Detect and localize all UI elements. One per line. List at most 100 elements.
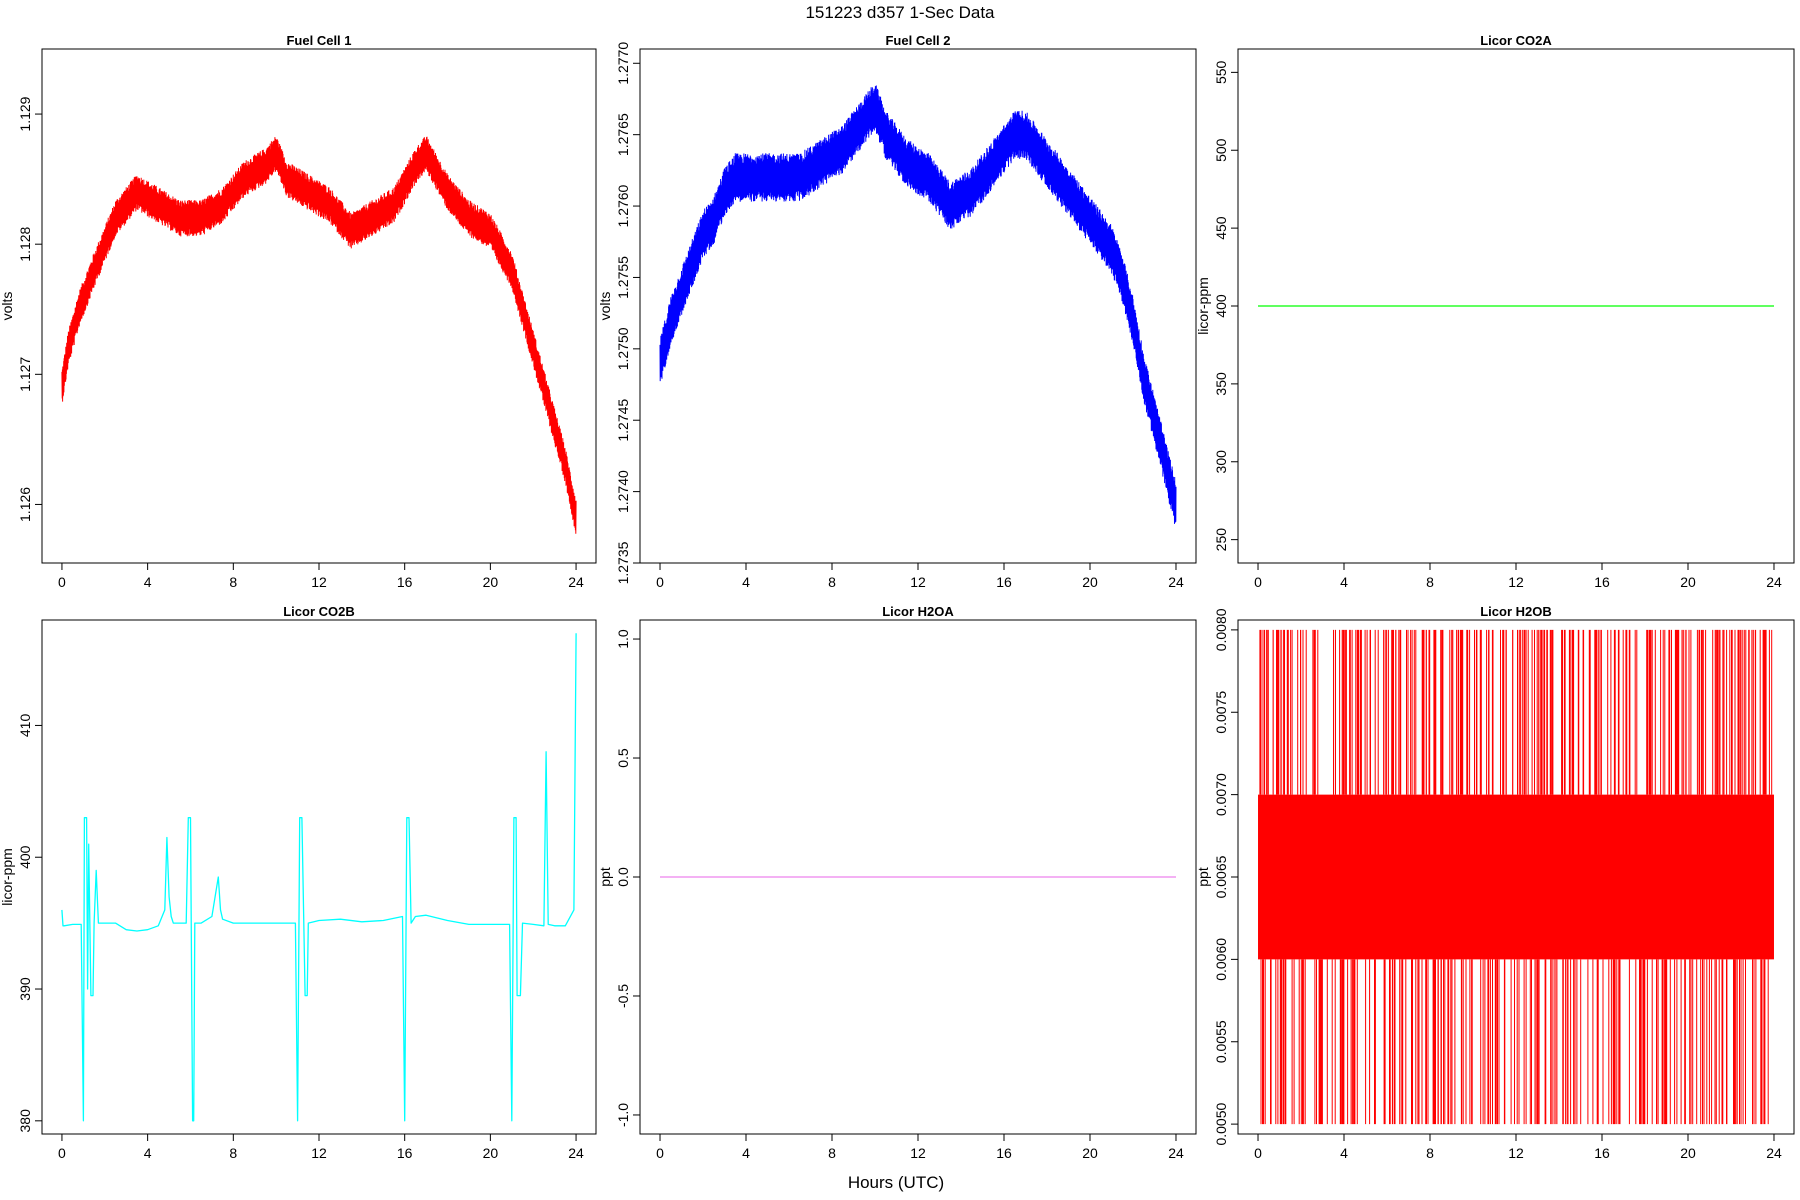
licor-co2b-ytick-label: 400 <box>17 845 33 869</box>
licor-h2oa-panel: Licor H2OA ppt 0 4 8 12 16 20 24 -1.0 -0.5 0.0 0.5 1.… <box>597 604 1197 1161</box>
licor-co2b-xtick-label: 24 <box>568 1145 584 1161</box>
fuel-cell-1-xtick-label: 8 <box>229 574 237 590</box>
licor-co2b-xtick-label: 20 <box>483 1145 499 1161</box>
fuel-cell-2-xtick-label: 4 <box>742 574 750 590</box>
licor-co2b-ylabel: licor-ppm <box>0 848 15 906</box>
licor-h2ob-xtick-label: 8 <box>1426 1145 1434 1161</box>
fuel-cell-2-ytick-label: 1.2755 <box>615 256 631 299</box>
licor-co2b-xtick-label: 12 <box>311 1145 327 1161</box>
fuel-cell-1-panel: Fuel Cell 1 volts 0 4 8 12 16 20 24 1.126 1.127 1.1… <box>0 33 597 590</box>
licor-h2ob-xtick-label: 16 <box>1594 1145 1610 1161</box>
fuel-cell-2-ytick-label: 1.2735 <box>615 541 631 584</box>
fuel-cell-1-xtick-label: 20 <box>483 574 499 590</box>
licor-h2oa-ylabel: ppt <box>597 867 613 887</box>
licor-h2oa-xtick-label: 0 <box>656 1145 664 1161</box>
licor-co2a-xtick-label: 24 <box>1766 574 1782 590</box>
fuel-cell-1-xtick-label: 4 <box>144 574 152 590</box>
fuel-cell-2-panel: Fuel Cell 2 volts 0 4 8 12 16 20 24 1.2735 1.2740 1… <box>597 33 1197 590</box>
figure-title: 151223 d357 1-Sec Data <box>805 3 995 22</box>
licor-h2ob-ytick-label: 0.0050 <box>1213 1102 1229 1145</box>
fuel-cell-1-xtick-label: 16 <box>397 574 413 590</box>
licor-co2a-xtick-label: 8 <box>1426 574 1434 590</box>
licor-h2ob-band <box>1258 794 1774 960</box>
fuel-cell-2-xtick-label: 24 <box>1168 574 1184 590</box>
fuel-cell-2-ytick-label: 1.2760 <box>615 184 631 227</box>
licor-co2a-xtick-label: 12 <box>1508 574 1524 590</box>
fuel-cell-1-ylabel: volts <box>0 292 15 321</box>
licor-co2a-ytick-label: 250 <box>1213 528 1229 552</box>
fuel-cell-1-ytick-label: 1.129 <box>17 96 33 131</box>
fuel-cell-2-title: Fuel Cell 2 <box>885 33 950 48</box>
licor-h2oa-xtick-label: 4 <box>742 1145 750 1161</box>
fuel-cell-2-frame <box>639 48 1197 564</box>
licor-co2a-ytick-label: 550 <box>1213 60 1229 84</box>
fuel-cell-2-ylabel: volts <box>597 292 613 321</box>
licor-h2ob-spikes <box>1259 629 1773 1125</box>
licor-h2oa-xtick-label: 24 <box>1168 1145 1184 1161</box>
fuel-cell-2-ytick-label: 1.2765 <box>615 113 631 156</box>
fuel-cell-1-ytick-label: 1.126 <box>17 487 33 522</box>
fuel-cell-1-frame <box>41 48 597 564</box>
fuel-cell-2-ytick-label: 1.2770 <box>615 42 631 85</box>
licor-co2a-ytick-label: 300 <box>1213 450 1229 474</box>
licor-co2b-xtick-label: 0 <box>58 1145 66 1161</box>
licor-h2ob-ytick-label: 0.0075 <box>1213 691 1229 734</box>
licor-co2b-panel: Licor CO2B licor-ppm 0 4 8 12 16 20 24 380 390 400 4… <box>0 604 597 1161</box>
licor-h2oa-ytick-label: -0.5 <box>615 984 631 1008</box>
licor-h2ob-xtick-label: 12 <box>1508 1145 1524 1161</box>
fuel-cell-1-title: Fuel Cell 1 <box>286 33 351 48</box>
licor-co2a-ytick-label: 350 <box>1213 372 1229 396</box>
licor-co2b-series-line <box>61 633 577 1122</box>
fuel-cell-2-xtick-label: 20 <box>1082 574 1098 590</box>
licor-h2oa-ytick-label: 0.5 <box>615 748 631 768</box>
licor-h2ob-xtick-label: 24 <box>1766 1145 1782 1161</box>
licor-h2ob-ytick-label: 0.0070 <box>1213 773 1229 816</box>
licor-h2ob-xtick-label: 4 <box>1340 1145 1348 1161</box>
licor-co2b-title: Licor CO2B <box>283 604 355 619</box>
fuel-cell-1-ytick-label: 1.128 <box>17 226 33 261</box>
fuel-cell-1-series-line <box>61 136 577 534</box>
figure-xlabel: Hours (UTC) <box>848 1173 944 1192</box>
licor-h2oa-xtick-label: 20 <box>1082 1145 1098 1161</box>
licor-h2oa-title: Licor H2OA <box>882 604 954 619</box>
licor-co2b-ytick-label: 410 <box>17 714 33 738</box>
fuel-cell-2-ytick-label: 1.2745 <box>615 399 631 442</box>
licor-co2a-xtick-label: 0 <box>1254 574 1262 590</box>
licor-h2ob-xtick-label: 20 <box>1680 1145 1696 1161</box>
panels-group: Fuel Cell 1 volts 0 4 8 12 16 20 24 1.126 1.127 1.1… <box>0 33 1795 1161</box>
fuel-cell-1-ytick-label: 1.127 <box>17 357 33 392</box>
fuel-cell-1-xtick-label: 24 <box>568 574 584 590</box>
licor-h2ob-ylabel: ppt <box>1195 867 1211 887</box>
licor-co2a-xtick-label: 20 <box>1680 574 1696 590</box>
licor-co2a-ytick-label: 400 <box>1213 294 1229 318</box>
fuel-cell-1-xtick-label: 0 <box>58 574 66 590</box>
licor-co2a-title: Licor CO2A <box>1480 33 1552 48</box>
fuel-cell-2-xtick-label: 16 <box>996 574 1012 590</box>
licor-co2b-ytick-label: 390 <box>17 977 33 1001</box>
licor-h2oa-ytick-label: 1.0 <box>615 629 631 649</box>
fuel-cell-1-xtick-label: 12 <box>311 574 327 590</box>
licor-co2a-ytick-label: 500 <box>1213 138 1229 162</box>
fuel-cell-2-ytick-label: 1.2740 <box>615 470 631 513</box>
fuel-cell-2-xtick-label: 8 <box>828 574 836 590</box>
licor-h2oa-ytick-label: -1.0 <box>615 1103 631 1127</box>
licor-h2ob-ytick-label: 0.0055 <box>1213 1020 1229 1063</box>
licor-co2a-xtick-label: 16 <box>1594 574 1610 590</box>
licor-h2ob-ytick-label: 0.0060 <box>1213 938 1229 981</box>
licor-co2a-panel: Licor CO2A licor-ppm 0 4 8 12 16 20 24 250 300 350 4… <box>1195 33 1795 590</box>
fuel-cell-2-xtick-label: 12 <box>910 574 926 590</box>
licor-h2ob-ytick-label: 0.0065 <box>1213 855 1229 898</box>
licor-h2ob-title: Licor H2OB <box>1480 604 1552 619</box>
licor-h2oa-xtick-label: 8 <box>828 1145 836 1161</box>
fuel-cell-2-ytick-label: 1.2750 <box>615 327 631 370</box>
licor-co2a-xtick-label: 4 <box>1340 574 1348 590</box>
licor-h2ob-xtick-label: 0 <box>1254 1145 1262 1161</box>
fuel-cell-2-series-line <box>659 85 1177 524</box>
licor-co2b-xtick-label: 16 <box>397 1145 413 1161</box>
licor-h2ob-ytick-label: 0.0080 <box>1213 608 1229 651</box>
licor-co2a-ytick-label: 450 <box>1213 216 1229 240</box>
licor-h2ob-panel: Licor H2OB ppt 0 4 8 12 16 20 24 0.0050 0.0055 0.00… <box>1195 604 1795 1161</box>
licor-co2b-ytick-label: 380 <box>17 1109 33 1133</box>
fuel-cell-2-xtick-label: 0 <box>656 574 664 590</box>
